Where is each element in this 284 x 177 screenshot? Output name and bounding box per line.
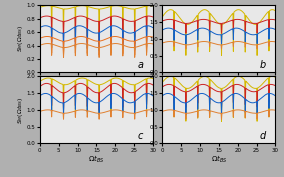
- X-axis label: $\Omega t_{BS}$: $\Omega t_{BS}$: [88, 154, 105, 165]
- Text: b: b: [260, 60, 266, 70]
- Y-axis label: $S_M(\Omega t_{BS})$: $S_M(\Omega t_{BS})$: [16, 96, 26, 124]
- Text: a: a: [137, 60, 143, 70]
- Text: c: c: [137, 131, 143, 141]
- Text: d: d: [260, 131, 266, 141]
- X-axis label: $\Omega t_{BS}$: $\Omega t_{BS}$: [211, 154, 227, 165]
- Y-axis label: $S_M(\Omega t_{BS})$: $S_M(\Omega t_{BS})$: [16, 25, 26, 53]
